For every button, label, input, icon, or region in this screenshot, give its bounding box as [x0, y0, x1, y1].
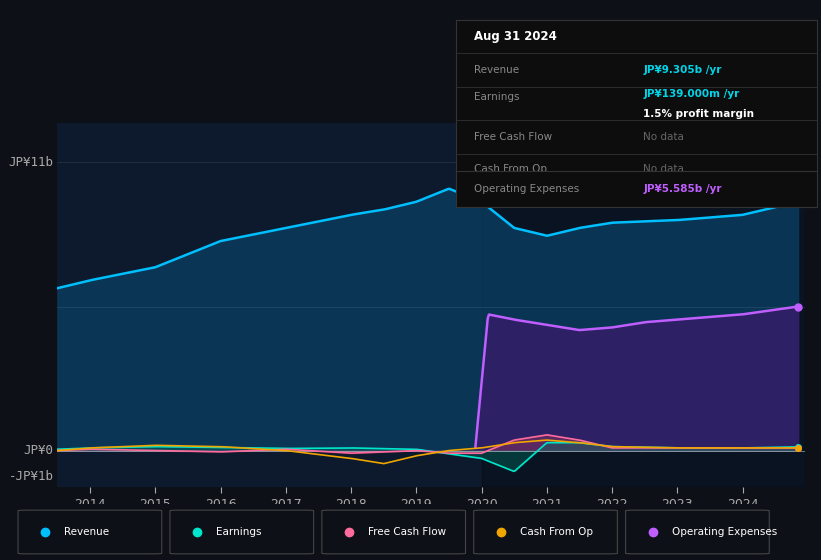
Text: Operating Expenses: Operating Expenses [474, 184, 579, 194]
Text: JP¥5.585b /yr: JP¥5.585b /yr [644, 184, 722, 194]
Text: Cash From Op: Cash From Op [474, 164, 547, 174]
Text: No data: No data [644, 132, 685, 142]
Text: JP¥0: JP¥0 [24, 444, 53, 457]
Text: Earnings: Earnings [216, 527, 261, 537]
Bar [482, 123, 805, 487]
Text: No data: No data [644, 164, 685, 174]
Text: Operating Expenses: Operating Expenses [672, 527, 777, 537]
Text: Cash From Op: Cash From Op [520, 527, 593, 537]
Text: Revenue: Revenue [64, 527, 109, 537]
Text: JP¥9.305b /yr: JP¥9.305b /yr [644, 65, 722, 75]
Text: Aug 31 2024: Aug 31 2024 [474, 30, 557, 43]
Text: Free Cash Flow: Free Cash Flow [474, 132, 552, 142]
Text: 1.5% profit margin: 1.5% profit margin [644, 109, 754, 119]
Text: Revenue: Revenue [474, 65, 519, 75]
Text: JP¥139.000m /yr: JP¥139.000m /yr [644, 88, 740, 99]
Text: -JP¥1b: -JP¥1b [9, 470, 53, 483]
Text: Free Cash Flow: Free Cash Flow [368, 527, 446, 537]
Text: JP¥11b: JP¥11b [9, 156, 53, 169]
Text: Earnings: Earnings [474, 92, 519, 102]
